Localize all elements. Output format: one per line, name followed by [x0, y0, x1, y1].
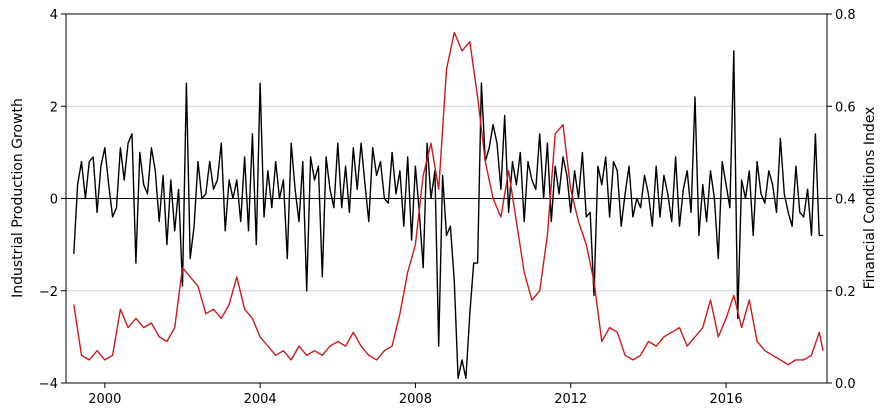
y-left-tick-label: 2 — [50, 100, 58, 115]
y-right-tick-label: 0.2 — [835, 285, 856, 300]
y-left-tick-label: 0 — [50, 193, 58, 208]
y-axis-right-title: Financial Conditions Index — [862, 107, 878, 290]
x-tick-label: 2000 — [88, 392, 121, 407]
series-layer — [73, 31, 824, 380]
y-right-tick-label: 0.8 — [835, 8, 856, 23]
production-growth-line — [73, 50, 824, 380]
x-tick-label: 2016 — [710, 392, 743, 407]
y-left-tick-label: −2 — [39, 285, 58, 300]
y-right-tick-label: 0.6 — [835, 100, 856, 115]
x-tick-label: 2012 — [554, 392, 587, 407]
y-axis-left-title: Industrial Production Growth — [10, 98, 26, 298]
y-left-tick-label: −4 — [39, 377, 58, 392]
axes: 2000 2004 2008 2012 2016 4 2 0 −2 −4 0.8 0.6 0.4 0.2 0… — [39, 8, 856, 407]
y-right-tick-label: 0.4 — [835, 193, 856, 208]
financial-conditions-line — [73, 31, 824, 366]
x-tick-label: 2008 — [399, 392, 432, 407]
x-tick-label: 2004 — [244, 392, 277, 407]
y-left-tick-label: 4 — [50, 8, 58, 23]
y-right-tick-label: 0.0 — [835, 377, 856, 392]
